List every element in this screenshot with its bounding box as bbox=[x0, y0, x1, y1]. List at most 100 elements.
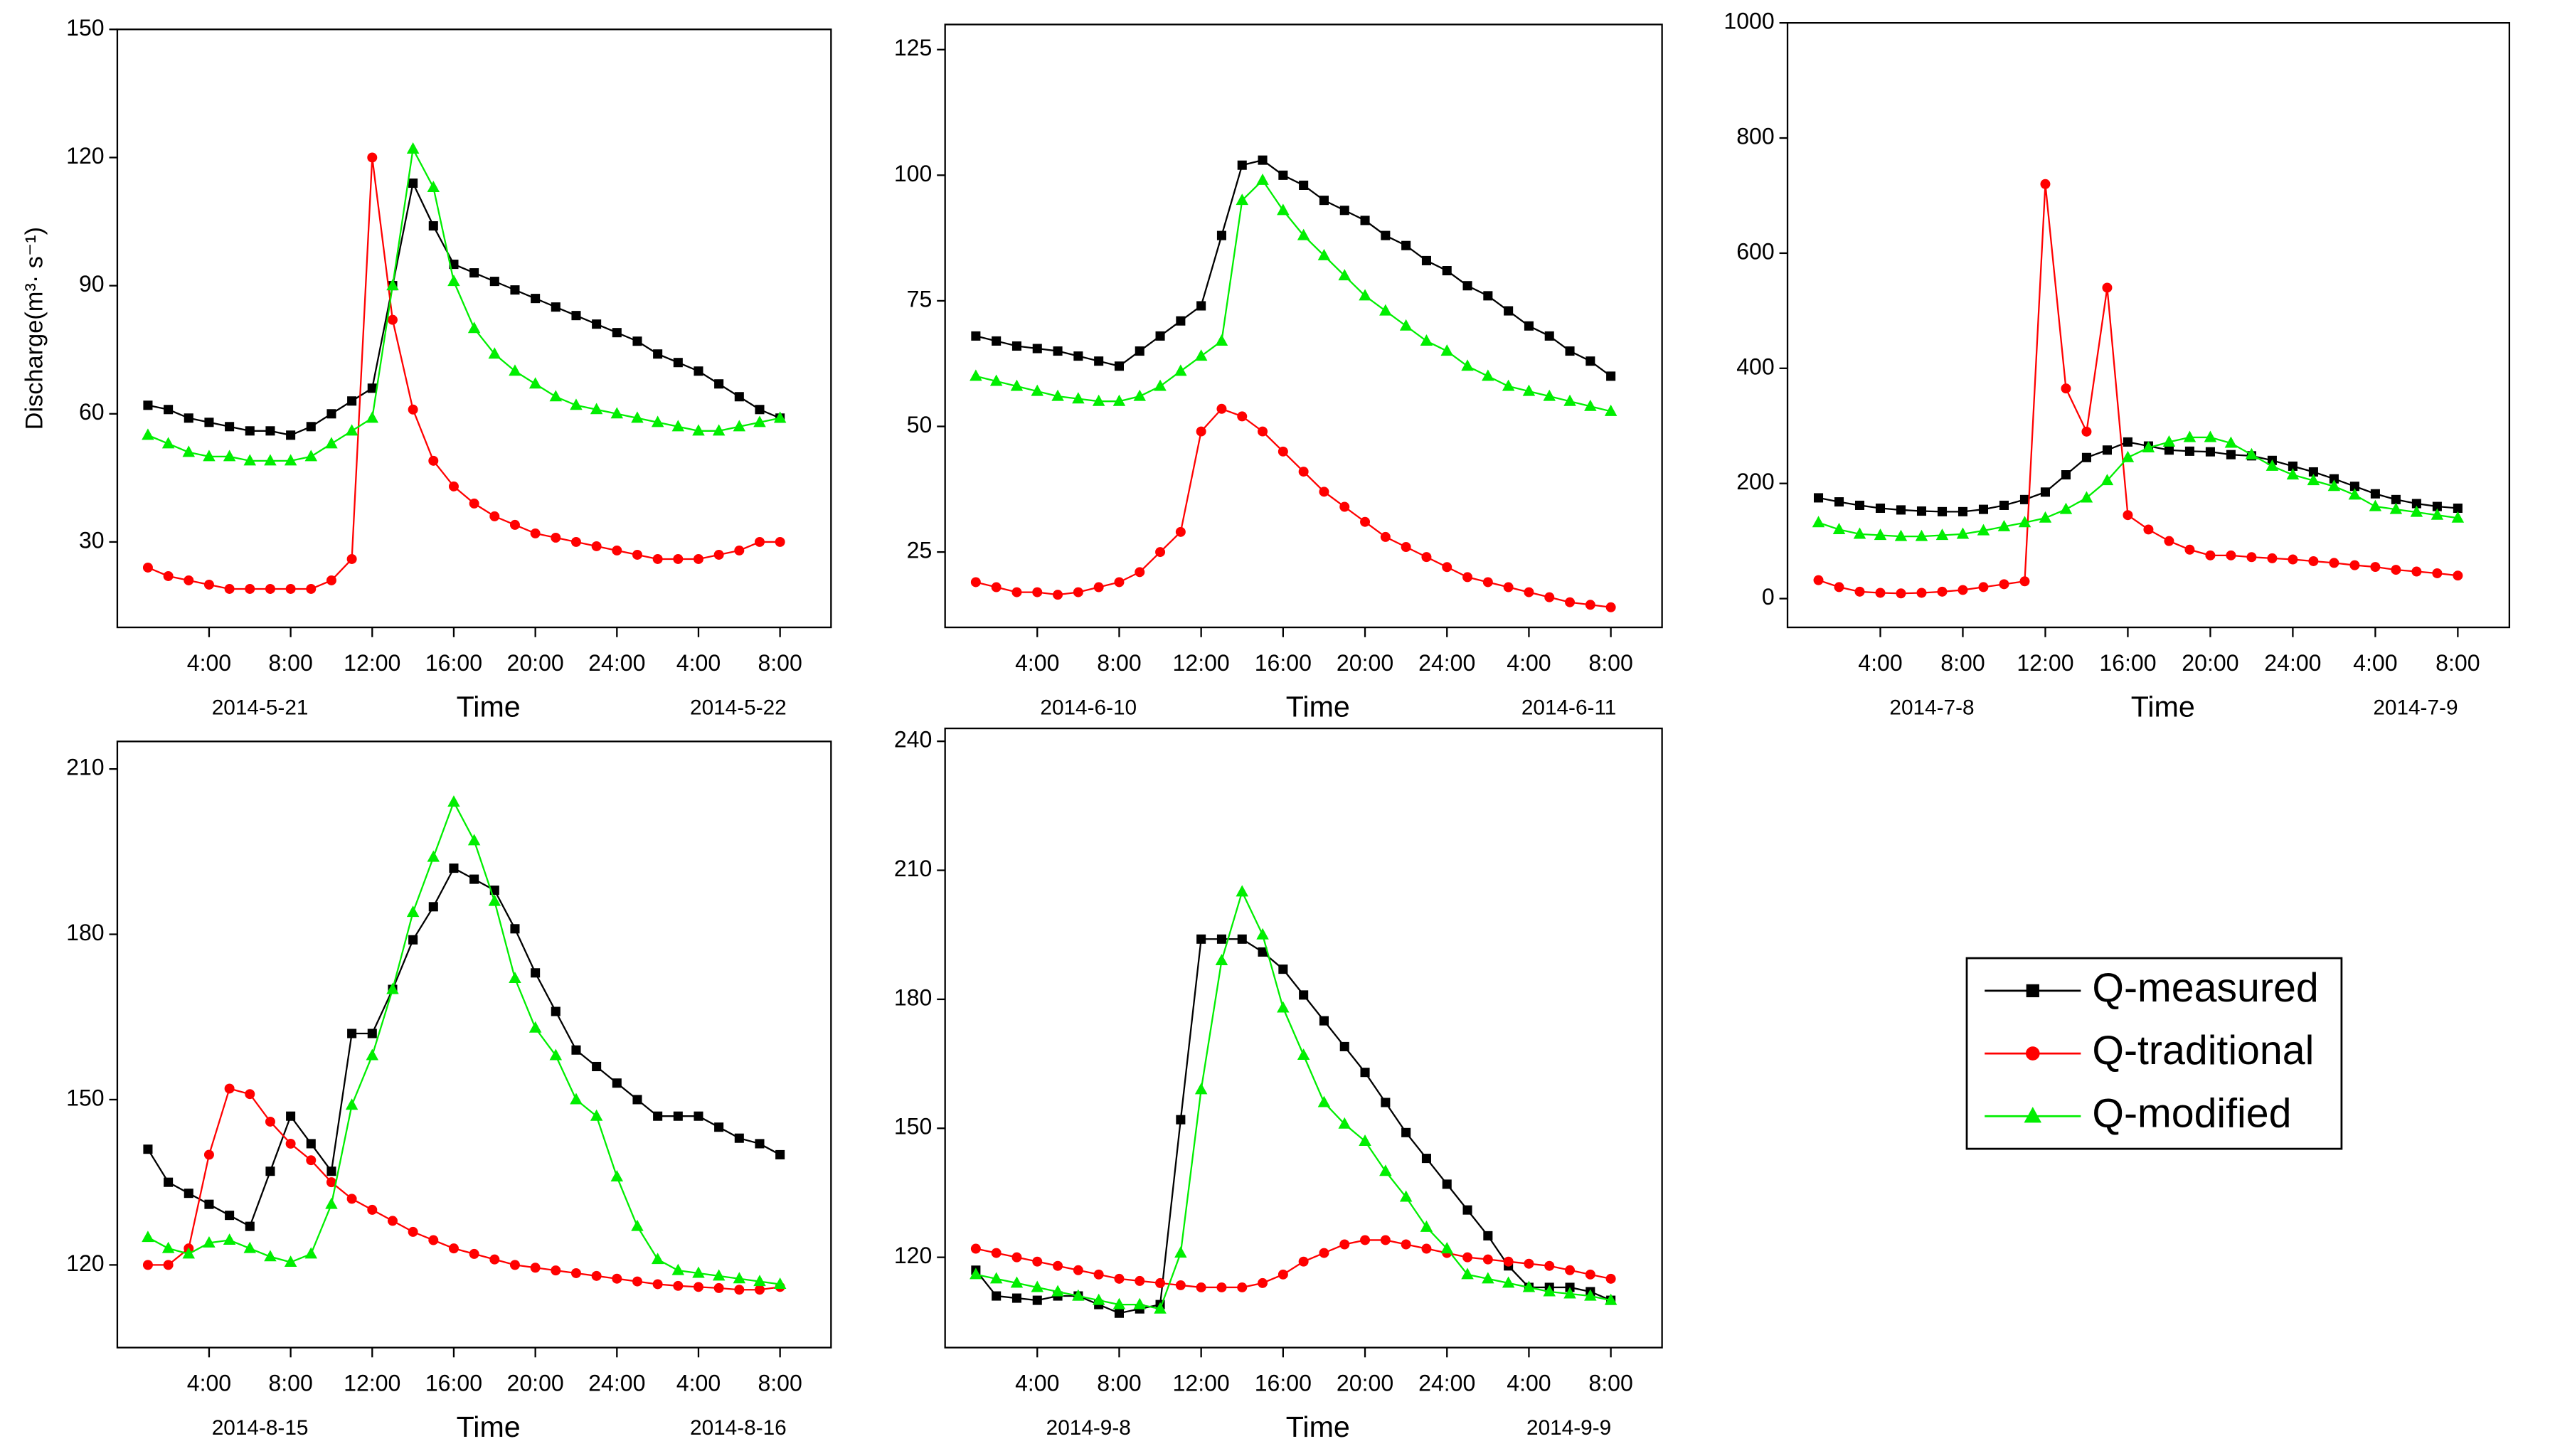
marker-circle bbox=[1093, 582, 1104, 593]
marker-triangle bbox=[2100, 474, 2114, 486]
marker-circle bbox=[2349, 560, 2360, 570]
marker-square bbox=[1462, 1205, 1472, 1215]
marker-square bbox=[1237, 934, 1247, 944]
marker-circle bbox=[1585, 600, 1595, 610]
x-tick-label: 4:00 bbox=[1015, 650, 1059, 676]
marker-triangle bbox=[1317, 1095, 1331, 1107]
x-axis-title: Time bbox=[1286, 690, 1350, 723]
marker-triangle bbox=[325, 1197, 338, 1209]
x-tick-label: 8:00 bbox=[268, 1371, 312, 1396]
marker-triangle bbox=[2307, 474, 2320, 486]
marker-circle bbox=[2164, 536, 2174, 546]
marker-circle bbox=[509, 519, 520, 530]
marker-circle bbox=[285, 584, 296, 594]
marker-circle bbox=[163, 1260, 174, 1270]
marker-circle bbox=[2184, 544, 2195, 555]
marker-circle bbox=[1278, 446, 1288, 457]
marker-circle bbox=[1339, 501, 1350, 512]
marker-square bbox=[265, 1167, 275, 1176]
x-tick-label: 4:00 bbox=[676, 1371, 721, 1396]
marker-circle bbox=[1565, 597, 1576, 607]
marker-triangle bbox=[712, 1269, 726, 1281]
x-tick-label: 4:00 bbox=[1858, 650, 1902, 676]
marker-triangle bbox=[1584, 1289, 1597, 1301]
marker-square bbox=[306, 422, 316, 432]
marker-triangle bbox=[243, 1241, 257, 1253]
x-tick-label: 8:00 bbox=[1588, 650, 1632, 676]
marker-square bbox=[245, 1221, 255, 1231]
marker-circle bbox=[1380, 531, 1391, 542]
marker-triangle bbox=[1031, 1280, 1044, 1292]
marker-circle bbox=[612, 1273, 622, 1284]
y-tick-label: 60 bbox=[79, 399, 105, 425]
marker-square bbox=[143, 1144, 153, 1154]
marker-triangle bbox=[1420, 334, 1433, 346]
x-tick-label: 16:00 bbox=[425, 1371, 482, 1396]
marker-square bbox=[1916, 506, 1927, 516]
y-tick-label: 150 bbox=[66, 15, 105, 41]
marker-circle bbox=[2081, 426, 2092, 437]
marker-circle bbox=[2411, 566, 2422, 577]
x-axis-title: Time bbox=[457, 1410, 521, 1443]
y-tick-label: 800 bbox=[1736, 124, 1775, 149]
marker-square bbox=[1421, 255, 1431, 265]
marker-circle bbox=[713, 1282, 724, 1293]
marker-triangle bbox=[1031, 384, 1044, 396]
marker-circle bbox=[570, 536, 581, 547]
marker-circle bbox=[1278, 1269, 1288, 1280]
marker-circle bbox=[489, 511, 500, 521]
x-tick-label: 16:00 bbox=[2099, 650, 2156, 676]
marker-square bbox=[164, 1177, 174, 1187]
marker-square bbox=[347, 396, 357, 406]
marker-square bbox=[1544, 331, 1554, 341]
marker-circle bbox=[1896, 588, 1906, 599]
marker-circle bbox=[408, 404, 418, 415]
marker-circle bbox=[346, 1194, 357, 1204]
marker-triangle bbox=[1604, 404, 1618, 416]
marker-triangle bbox=[1133, 1297, 1147, 1309]
marker-square bbox=[1401, 240, 1411, 250]
marker-triangle bbox=[989, 1272, 1003, 1284]
marker-triangle bbox=[2024, 1107, 2042, 1123]
marker-circle bbox=[285, 1138, 296, 1149]
series-line bbox=[147, 1088, 780, 1291]
date-label: 2014-9-9 bbox=[1526, 1416, 1611, 1440]
series-line bbox=[975, 889, 1611, 1310]
marker-circle bbox=[591, 541, 602, 551]
marker-square bbox=[1896, 505, 1906, 515]
marker-square bbox=[1319, 196, 1329, 206]
marker-circle bbox=[530, 528, 541, 538]
marker-circle bbox=[1339, 1239, 1350, 1250]
date-label: 2014-6-11 bbox=[1521, 696, 1617, 719]
x-tick-label: 20:00 bbox=[1337, 650, 1393, 676]
marker-circle bbox=[1155, 1277, 1166, 1288]
marker-triangle bbox=[2183, 430, 2197, 442]
series-line bbox=[975, 408, 1611, 608]
date-label: 2014-8-15 bbox=[212, 1416, 309, 1440]
marker-square bbox=[143, 400, 153, 410]
marker-circle bbox=[469, 498, 479, 509]
marker-triangle bbox=[182, 1247, 196, 1259]
marker-triangle bbox=[203, 1236, 216, 1248]
marker-triangle bbox=[1277, 1001, 1290, 1013]
marker-triangle bbox=[366, 1048, 379, 1061]
series-line bbox=[1818, 184, 2458, 595]
marker-triangle bbox=[142, 1231, 154, 1243]
marker-square bbox=[1299, 180, 1309, 190]
marker-square bbox=[1176, 1115, 1186, 1125]
y-tick-label: 180 bbox=[894, 984, 933, 1010]
marker-triangle bbox=[570, 398, 583, 410]
x-axis-title: Time bbox=[457, 690, 521, 723]
marker-circle bbox=[1813, 575, 1824, 585]
x-tick-label: 4:00 bbox=[2353, 650, 2397, 676]
marker-square bbox=[2061, 470, 2071, 480]
marker-circle bbox=[2102, 282, 2113, 293]
marker-square bbox=[2026, 984, 2039, 998]
marker-circle bbox=[652, 1279, 663, 1290]
marker-circle bbox=[2040, 179, 2051, 189]
marker-circle bbox=[1135, 1275, 1145, 1286]
x-tick-label: 12:00 bbox=[344, 1371, 400, 1396]
marker-circle bbox=[2329, 558, 2339, 568]
x-tick-label: 20:00 bbox=[507, 650, 564, 676]
